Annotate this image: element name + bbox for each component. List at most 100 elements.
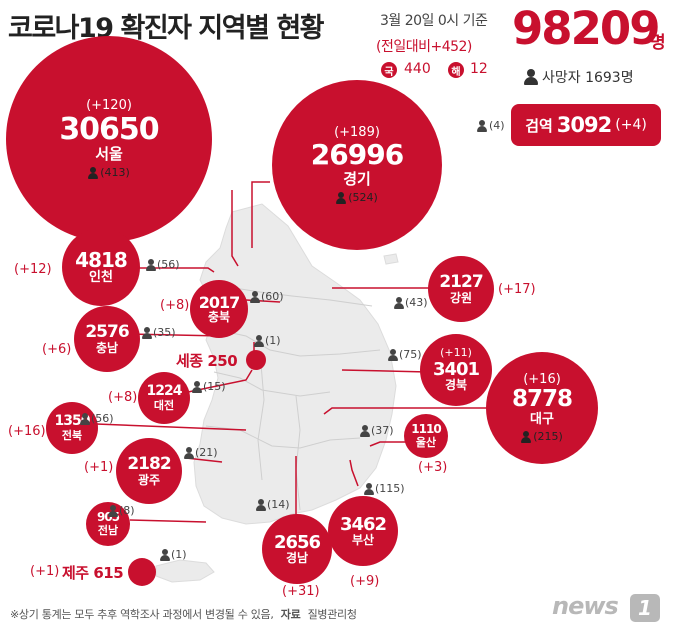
leader-ulsan [369, 441, 412, 447]
person-icon [80, 412, 90, 425]
reference-date: 3월 20일 0시 기준 [380, 13, 488, 29]
daily-change: (전일대비+452) [376, 39, 472, 55]
quarantine-label: 검역 [525, 116, 553, 135]
gwangju-deaths-value: (21) [195, 446, 218, 459]
gyeongbuk-name: 경북 [444, 378, 468, 393]
daegu-deaths: (215) [521, 429, 563, 443]
seoul-bubble: (+120) 30650 서울 (413) [6, 36, 212, 242]
ulsan-deaths: (37) [360, 424, 394, 437]
person-icon [364, 482, 374, 495]
gangwon-name: 강원 [449, 290, 473, 305]
chungbuk-bubble: 2017 충북 [190, 280, 248, 338]
busan-bubble: 3462 부산 [328, 496, 398, 566]
jeonnam-deaths: (8) [108, 504, 135, 517]
domestic-badge: 국 [381, 62, 397, 78]
person-icon [521, 430, 532, 443]
daejeon-name: 대전 [153, 398, 175, 412]
person-icon [254, 334, 264, 347]
leader-daejeon [187, 369, 253, 393]
jeonnam-name: 전남 [97, 523, 119, 537]
gyeongnam-bubble: 2656 경남 [262, 514, 332, 584]
gangwon-count: 2127 [439, 272, 483, 293]
busan-count: 3462 [339, 513, 387, 535]
person-icon [394, 296, 404, 309]
jeju-increase: (+1) [30, 564, 60, 579]
quarantine-change: (+4) [615, 117, 647, 133]
chungbuk-count: 2017 [198, 292, 241, 312]
person-icon [336, 191, 347, 204]
jeonbuk-deaths-value: (56) [91, 412, 114, 425]
person-icon [142, 326, 152, 339]
busan-name: 부산 [351, 533, 375, 548]
leader-incheon [136, 267, 215, 273]
chungnam-deaths-value: (35) [153, 326, 176, 339]
chungnam-count: 2576 [85, 322, 129, 343]
sejong-dot [246, 350, 266, 370]
daejeon-increase: (+8) [108, 390, 138, 405]
gyeongnam-deaths: (14) [256, 498, 290, 511]
person-icon [192, 380, 202, 393]
daegu-deaths-value: (215) [533, 429, 563, 443]
leader-gwangju [185, 457, 223, 463]
gwangju-increase: (+1) [84, 460, 114, 475]
person-icon [388, 348, 398, 361]
person-icon [160, 548, 170, 561]
quarantine-deaths-value: (4) [489, 119, 505, 132]
page-title: 코로나19 확진자 지역별 현황 [8, 13, 325, 44]
leader-busan [349, 459, 359, 487]
gyeongnam-increase: (+31) [282, 584, 320, 599]
quarantine-box: 검역 3092 (+4) [511, 104, 661, 146]
person-icon [184, 446, 194, 459]
sejong-deaths: (1) [254, 334, 281, 347]
busan-deaths: (115) [364, 482, 405, 495]
jeju-dot [128, 558, 156, 586]
gwangju-bubble: 2182 광주 [116, 438, 182, 504]
quarantine-deaths: (4) [477, 119, 505, 132]
gyeonggi-deaths: (524) [336, 191, 378, 204]
jeju-deaths-value: (1) [171, 548, 187, 561]
ulsan-name: 울산 [415, 435, 437, 449]
seoul-deaths: (413) [88, 165, 130, 179]
seoul-deaths-value: (413) [100, 165, 130, 179]
sejong-deaths-value: (1) [265, 334, 281, 347]
ulsan-increase: (+3) [418, 460, 448, 475]
leader-gyeongbuk [341, 369, 429, 373]
chungnam-bubble: 2576 충남 [74, 306, 140, 372]
gyeongnam-count: 2656 [273, 531, 321, 553]
leader-jeonbuk [95, 423, 247, 431]
jeju-label: 제주 615 [62, 564, 124, 582]
jeonbuk-bubble: 1350 전북 [46, 402, 98, 454]
daejeon-bubble: 1224 대전 [138, 372, 190, 424]
person-icon [88, 166, 99, 179]
total-deaths-label: 사망자 1693명 [542, 70, 634, 86]
gyeongbuk-increase: (+11) [440, 346, 472, 360]
gyeongnam-name: 경남 [285, 551, 309, 566]
daegu-increase: (+16) [523, 372, 561, 387]
leader-daegu [323, 407, 498, 415]
leader-jeonnam [129, 519, 207, 523]
ulsan-deaths-value: (37) [371, 424, 394, 437]
gyeonggi-count: 26996 [310, 138, 404, 172]
gyeongbuk-bubble: (+11) 3401 경북 [420, 334, 492, 406]
incheon-bubble: 4818 인천 [62, 228, 140, 306]
gangwon-deaths-value: (43) [405, 296, 428, 309]
quarantine-count: 3092 [556, 113, 612, 137]
incheon-deaths-value: (56) [157, 258, 180, 271]
incheon-count: 4818 [75, 247, 128, 272]
jeju-shape [155, 559, 215, 583]
seoul-name: 서울 [95, 145, 123, 164]
person-icon [360, 424, 370, 437]
daegu-bubble: (+16) 8778 대구 (215) [486, 352, 598, 464]
seoul-increase: (+120) [86, 98, 132, 114]
chungbuk-increase: (+8) [160, 298, 190, 313]
incheon-deaths: (56) [146, 258, 180, 271]
person-icon [146, 258, 156, 271]
gyeongnam-deaths-value: (14) [267, 498, 290, 511]
gyeongbuk-count: 3401 [432, 358, 480, 380]
footnote-text: ※상기 통계는 모두 추후 역학조사 과정에서 변경될 수 있음, [10, 608, 274, 621]
ulsan-bubble: 1110 울산 [404, 414, 448, 458]
jeonbuk-name: 전북 [61, 428, 83, 442]
source-label: 자료 [280, 608, 301, 621]
jeonbuk-increase: (+16) [8, 424, 46, 439]
person-icon [256, 498, 266, 511]
